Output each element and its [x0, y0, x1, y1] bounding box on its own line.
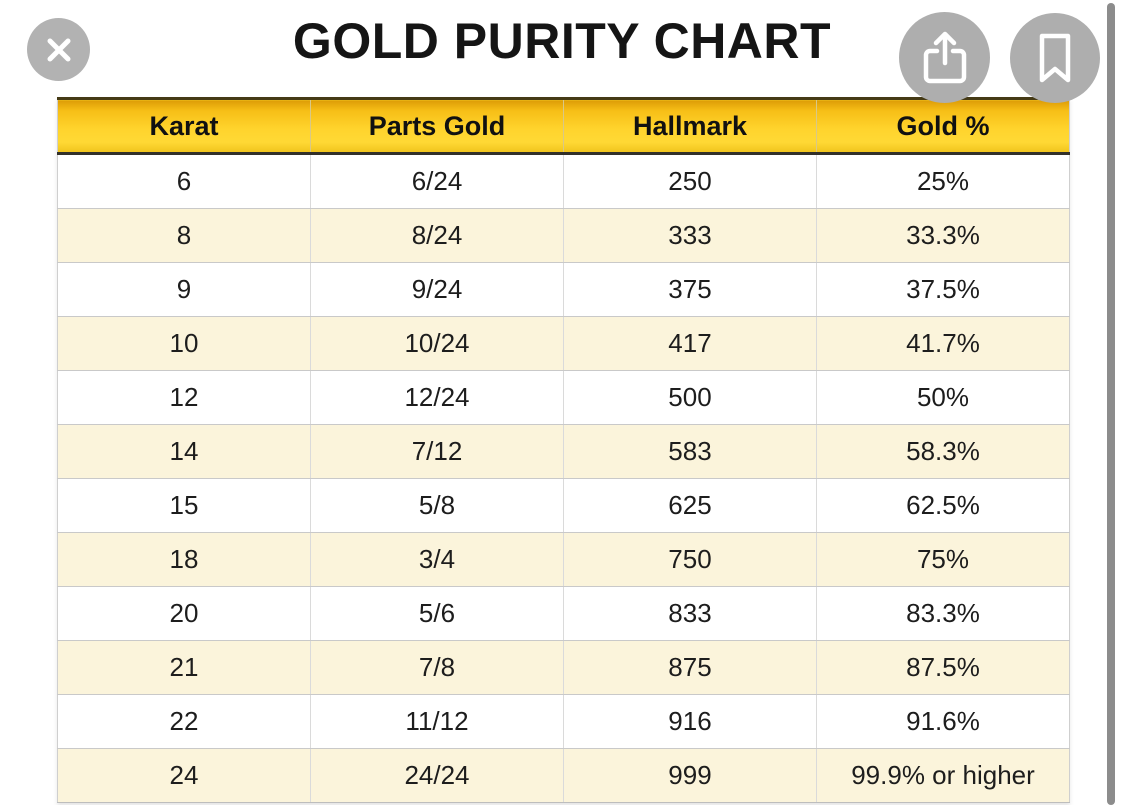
scrollbar[interactable]: [1107, 3, 1115, 805]
table-cell: 7/8: [310, 640, 564, 695]
gold-purity-table-container: Karat Parts Gold Hallmark Gold % 6 6/24 250 25…: [57, 97, 1070, 803]
page-title: GOLD PURITY CHART: [292, 13, 832, 69]
table-row: 14 7/12 583 58.3%: [57, 424, 1070, 479]
table-cell: 500: [563, 370, 817, 425]
table-cell: 37.5%: [816, 262, 1070, 317]
table-cell: 375: [563, 262, 817, 317]
column-header: Karat: [57, 97, 311, 155]
table-cell: 6/24: [310, 153, 564, 209]
table-cell: 916: [563, 694, 817, 749]
table-cell: 417: [563, 316, 817, 371]
table-cell: 3/4: [310, 532, 564, 587]
table-header-row: Karat Parts Gold Hallmark Gold %: [57, 97, 1070, 155]
table-cell: 75%: [816, 532, 1070, 587]
table-cell: 21: [57, 640, 311, 695]
column-header: Parts Gold: [310, 97, 564, 155]
table-row: 12 12/24 500 50%: [57, 370, 1070, 425]
table-cell: 5/6: [310, 586, 564, 641]
close-button[interactable]: [27, 18, 90, 81]
gold-purity-table: Karat Parts Gold Hallmark Gold % 6 6/24 250 25…: [57, 97, 1070, 803]
table-row: 22 11/12 916 91.6%: [57, 694, 1070, 749]
table-cell: 58.3%: [816, 424, 1070, 479]
table-cell: 12: [57, 370, 311, 425]
table-cell: 625: [563, 478, 817, 533]
table-cell: 25%: [816, 153, 1070, 209]
table-cell: 583: [563, 424, 817, 479]
table-cell: 6: [57, 153, 311, 209]
table-cell: 333: [563, 208, 817, 263]
table-row: 15 5/8 625 62.5%: [57, 478, 1070, 533]
table-cell: 50%: [816, 370, 1070, 425]
table-cell: 250: [563, 153, 817, 209]
bookmark-button[interactable]: [1010, 13, 1100, 103]
table-cell: 91.6%: [816, 694, 1070, 749]
table-cell: 41.7%: [816, 316, 1070, 371]
table-cell: 15: [57, 478, 311, 533]
table-cell: 62.5%: [816, 478, 1070, 533]
table-cell: 33.3%: [816, 208, 1070, 263]
bookmark-icon: [1035, 32, 1075, 84]
table-row: 20 5/6 833 83.3%: [57, 586, 1070, 641]
table-row: 8 8/24 333 33.3%: [57, 208, 1070, 263]
table-row: 21 7/8 875 87.5%: [57, 640, 1070, 695]
column-header: Gold %: [816, 97, 1070, 155]
table-cell: 14: [57, 424, 311, 479]
table-cell: 5/8: [310, 478, 564, 533]
table-cell: 750: [563, 532, 817, 587]
table-row: 10 10/24 417 41.7%: [57, 316, 1070, 371]
table-cell: 11/12: [310, 694, 564, 749]
table-cell: 24: [57, 748, 311, 803]
column-header: Hallmark: [563, 97, 817, 155]
table-cell: 7/12: [310, 424, 564, 479]
table-row: 6 6/24 250 25%: [57, 153, 1070, 209]
table-cell: 9/24: [310, 262, 564, 317]
table-cell: 999: [563, 748, 817, 803]
table-row: 9 9/24 375 37.5%: [57, 262, 1070, 317]
table-cell: 20: [57, 586, 311, 641]
close-icon: [44, 35, 74, 65]
table-cell: 12/24: [310, 370, 564, 425]
table-cell: 875: [563, 640, 817, 695]
table-cell: 83.3%: [816, 586, 1070, 641]
table-cell: 8: [57, 208, 311, 263]
table-cell: 22: [57, 694, 311, 749]
table-cell: 9: [57, 262, 311, 317]
table-row: 24 24/24 999 99.9% or higher: [57, 748, 1070, 803]
table-cell: 833: [563, 586, 817, 641]
table-cell: 87.5%: [816, 640, 1070, 695]
share-icon: [919, 30, 971, 86]
table-cell: 18: [57, 532, 311, 587]
table-cell: 10: [57, 316, 311, 371]
table-cell: 24/24: [310, 748, 564, 803]
table-cell: 99.9% or higher: [816, 748, 1070, 803]
table-row: 18 3/4 750 75%: [57, 532, 1070, 587]
table-cell: 10/24: [310, 316, 564, 371]
table-cell: 8/24: [310, 208, 564, 263]
share-button[interactable]: [899, 12, 990, 103]
